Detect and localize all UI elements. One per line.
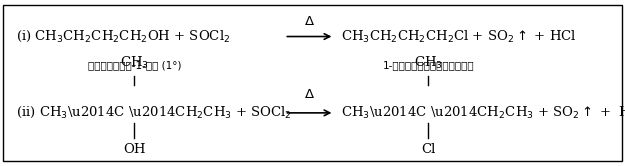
Text: (i) CH$_3$CH$_2$CH$_2$CH$_2$OH + SOCl$_2$: (i) CH$_3$CH$_2$CH$_2$CH$_2$OH + SOCl$_2… <box>16 29 230 44</box>
Text: ब्यूटेन-1-ऑल (1°): ब्यूटेन-1-ऑल (1°) <box>88 60 181 70</box>
Text: 1-क्लोरोब्यूटेन: 1-क्लोरोब्यूटेन <box>382 60 474 70</box>
Text: $\Delta$: $\Delta$ <box>304 88 315 101</box>
Text: CH$_3$: CH$_3$ <box>120 55 149 71</box>
Text: CH$_3$: CH$_3$ <box>414 55 442 71</box>
Text: OH: OH <box>123 143 146 156</box>
Text: Cl: Cl <box>421 143 436 156</box>
Text: (ii) CH$_3$\u2014C \u2014CH$_2$CH$_3$ + SOCl$_2$: (ii) CH$_3$\u2014C \u2014CH$_2$CH$_3$ + … <box>16 105 291 121</box>
FancyBboxPatch shape <box>3 5 622 161</box>
Text: CH$_3$\u2014C \u2014CH$_2$CH$_3$ + SO$_2$$\uparrow$ +  HCl: CH$_3$\u2014C \u2014CH$_2$CH$_3$ + SO$_2… <box>341 105 625 121</box>
Text: CH$_3$CH$_2$CH$_2$CH$_2$Cl + SO$_2$$\uparrow$ + HCl: CH$_3$CH$_2$CH$_2$CH$_2$Cl + SO$_2$$\upa… <box>341 29 576 44</box>
Text: $\Delta$: $\Delta$ <box>304 15 315 28</box>
